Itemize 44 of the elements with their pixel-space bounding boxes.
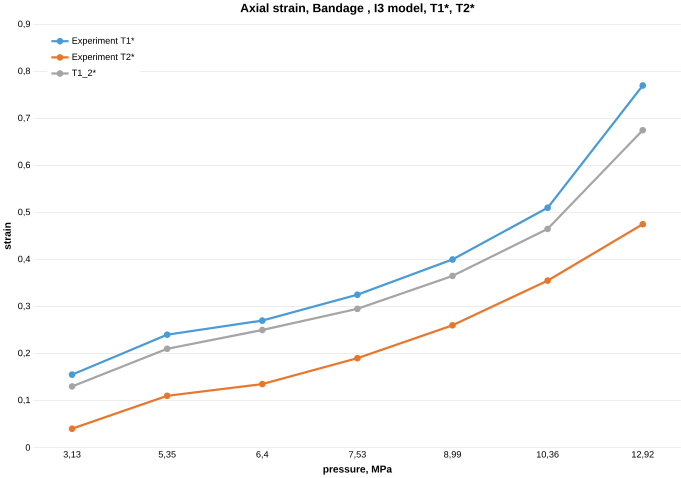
y-tick-label: 0,9 bbox=[18, 20, 30, 28]
x-tick-label: 7,53 bbox=[349, 451, 366, 459]
point bbox=[354, 305, 361, 312]
point bbox=[639, 126, 646, 134]
x-tick-label: 8,99 bbox=[444, 451, 461, 459]
x-tick-label: 10,36 bbox=[536, 451, 559, 459]
chart-title: Axial strain, Bandage , I3 model, T1*, T2* bbox=[240, 3, 475, 15]
point bbox=[639, 82, 646, 89]
point bbox=[449, 272, 456, 280]
point bbox=[258, 380, 266, 388]
point bbox=[449, 322, 456, 329]
point bbox=[68, 425, 76, 432]
y-tick-label: 0,3 bbox=[18, 302, 30, 310]
y-tick-label: 0,2 bbox=[18, 350, 30, 358]
x-tick-label: 5,35 bbox=[158, 451, 176, 459]
point bbox=[164, 331, 171, 338]
legend-label: Experiment T1* bbox=[72, 37, 134, 46]
point bbox=[164, 392, 171, 400]
legend-label: T1_2* bbox=[72, 70, 96, 78]
x-axis-title: pressure, MPa bbox=[323, 466, 392, 475]
point bbox=[449, 256, 456, 263]
y-tick-label: 0,1 bbox=[18, 396, 30, 404]
point bbox=[164, 345, 171, 352]
y-tick-label: 0,5 bbox=[18, 208, 30, 216]
x-tick-label: 3,13 bbox=[64, 451, 81, 459]
point bbox=[544, 277, 551, 284]
y-tick-label: 0,8 bbox=[18, 68, 30, 76]
legend-label: Experiment T2* bbox=[72, 53, 134, 62]
point bbox=[258, 326, 266, 334]
x-tick-label: 12,92 bbox=[632, 451, 654, 459]
point bbox=[354, 354, 361, 362]
y-axis-title: strain bbox=[3, 222, 11, 250]
point bbox=[544, 204, 551, 212]
y-tick-label: 0,6 bbox=[18, 162, 30, 170]
y-tick-label: 0 bbox=[26, 444, 30, 451]
point bbox=[639, 220, 646, 228]
y-tick-label: 0,7 bbox=[18, 114, 30, 122]
x-tick-label: 6,4 bbox=[256, 451, 268, 459]
y-tick-label: 0,4 bbox=[18, 256, 30, 264]
point bbox=[68, 371, 76, 378]
point bbox=[68, 383, 76, 390]
point bbox=[258, 317, 266, 324]
point bbox=[354, 291, 361, 298]
point bbox=[544, 226, 551, 232]
